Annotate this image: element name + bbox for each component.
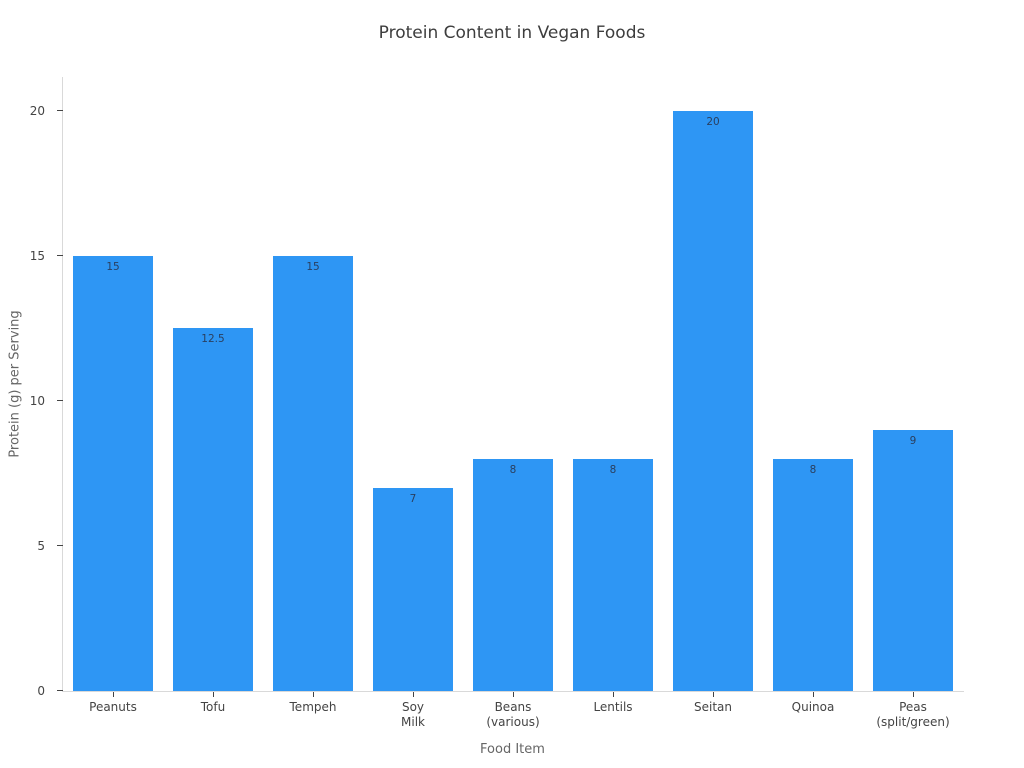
bar [473, 459, 553, 691]
plot-area: 0 5 10 15 20 15 Peanuts 12.5 Tofu 15 Tempeh 7 Soy Mi… [30, 77, 964, 729]
bar-value-label: 8 [509, 464, 517, 476]
bar [273, 256, 353, 691]
chart-title: Protein Content in Vegan Foods [378, 23, 646, 43]
x-tick-label: Peanuts [89, 700, 137, 714]
bar-value-label: 8 [609, 464, 617, 476]
x-tick-label: Lentils [593, 700, 633, 714]
x-tick-mark [513, 692, 514, 697]
x-tick-label: Beans (various) [486, 700, 540, 729]
x-axis-title: Food Item [480, 742, 545, 757]
x-tick-label: Seitan [694, 700, 732, 714]
x-tick-label: Tempeh [289, 700, 337, 714]
bar [773, 459, 853, 691]
y-tick-mark [57, 255, 63, 256]
y-axis-title: Protein (g) per Serving [7, 310, 23, 458]
y-tick-mark [57, 110, 63, 111]
y-tick-label: 20 [29, 104, 45, 118]
bar-value-label: 20 [706, 116, 720, 128]
y-tick-label: 10 [29, 394, 45, 408]
bar-value-label: 15 [306, 261, 320, 273]
x-tick-label: Soy Milk [401, 700, 425, 729]
y-tick-label: 15 [29, 249, 45, 263]
bar [873, 430, 953, 691]
y-tick-label: 0 [37, 684, 45, 698]
y-tick-label: 5 [37, 539, 45, 553]
bar-value-label: 15 [106, 261, 120, 273]
x-tick-label: Peas (split/green) [876, 700, 950, 729]
x-tick-mark [413, 692, 414, 697]
bar-value-label: 7 [409, 493, 417, 505]
x-tick-mark [813, 692, 814, 697]
x-tick-mark [913, 692, 914, 697]
bar [73, 256, 153, 691]
y-tick-mark [57, 690, 63, 691]
bar-value-label: 8 [809, 464, 817, 476]
bar [673, 111, 753, 691]
bar [173, 328, 253, 691]
x-tick-mark [613, 692, 614, 697]
y-tick-mark [57, 400, 63, 401]
x-tick-mark [113, 692, 114, 697]
bar [373, 488, 453, 691]
y-tick-mark [57, 545, 63, 546]
bar-value-label: 9 [909, 435, 917, 447]
x-tick-label: Tofu [200, 700, 226, 714]
x-tick-mark [313, 692, 314, 697]
x-tick-mark [213, 692, 214, 697]
x-tick-label: Quinoa [791, 700, 835, 714]
bar-value-label: 12.5 [201, 333, 225, 345]
bar [573, 459, 653, 691]
x-tick-mark [713, 692, 714, 697]
